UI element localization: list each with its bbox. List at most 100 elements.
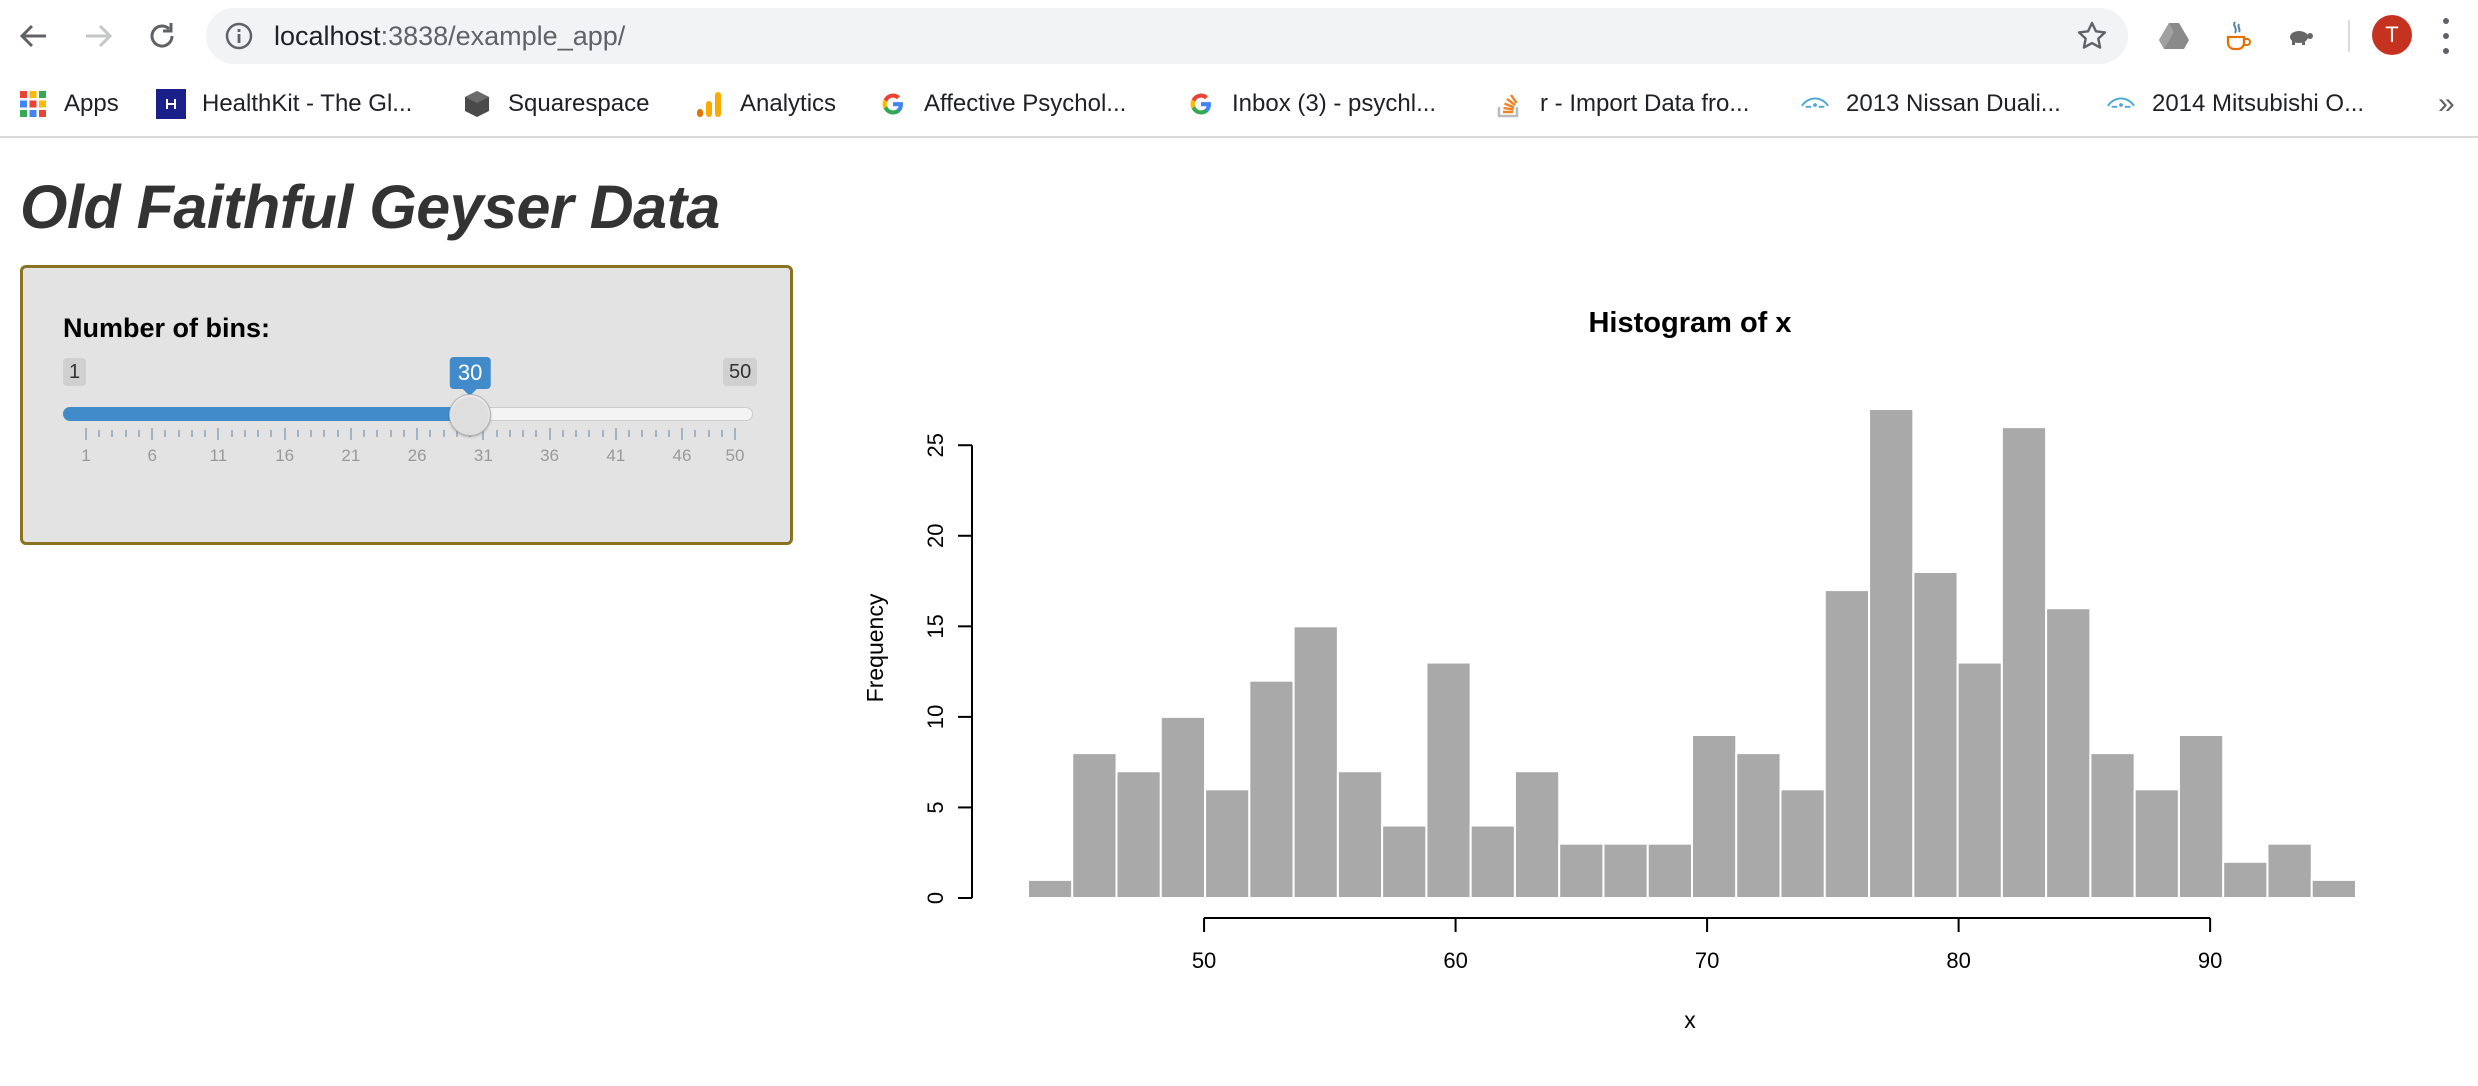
- histogram-bar: [1469, 824, 1516, 899]
- slider-tick: [720, 430, 723, 437]
- bookmark-healthkit[interactable]: HealthKit - The Gl...: [156, 72, 412, 136]
- analytics-icon: [694, 89, 724, 119]
- histogram-bar: [2177, 734, 2225, 899]
- bookmark-r-import-data[interactable]: r - Import Data fro...: [1494, 72, 1749, 136]
- turtle-extension[interactable]: [2282, 18, 2318, 54]
- x-tick-label: 80: [1946, 948, 1970, 973]
- histogram-bar: [2045, 607, 2092, 899]
- slider-tick-label: 26: [407, 446, 427, 465]
- y-tick-label: 0: [923, 892, 948, 904]
- x-tick-label: 50: [1192, 948, 1216, 973]
- bookmark-inbox[interactable]: Inbox (3) - psychl...: [1186, 72, 1436, 136]
- histogram-bar: [2310, 878, 2357, 900]
- java-cup-icon: [2226, 21, 2251, 51]
- slider-tick: [522, 430, 525, 437]
- slider-tick: [588, 430, 591, 437]
- bookmark-star-icon[interactable]: [2076, 20, 2108, 52]
- bookmark-2014-mitsubishi[interactable]: 2014 Mitsubishi O...: [2106, 72, 2364, 136]
- back-arrow-icon: [19, 24, 46, 48]
- slider-tick: [535, 430, 538, 437]
- slider-tick: [296, 430, 299, 437]
- y-tick-label: 20: [923, 524, 948, 548]
- forward-button[interactable]: [76, 14, 120, 58]
- bookmark-label: Apps: [64, 90, 119, 117]
- page-title: Old Faithful Geyser Data: [20, 173, 720, 241]
- histogram-bar: [1646, 842, 1694, 900]
- y-tick-label: 5: [923, 801, 948, 813]
- url-host: localhost: [274, 21, 381, 51]
- google-icon: [1186, 89, 1216, 119]
- histogram-bar: [1823, 589, 1871, 899]
- bookmark-apps[interactable]: Apps: [18, 72, 119, 136]
- bookmark-squarespace[interactable]: Squarespace: [462, 72, 649, 136]
- histogram-bar: [1779, 788, 1826, 900]
- bookmarks-overflow-button[interactable]: »: [2438, 87, 2455, 120]
- x-tick-label: 90: [2198, 948, 2222, 973]
- bookmark-affective-psychology[interactable]: Affective Psychol...: [878, 72, 1126, 136]
- slider-tick: [455, 430, 458, 437]
- slider-tick: [681, 428, 684, 440]
- slider-tick: [376, 430, 379, 437]
- google-icon: [878, 89, 908, 119]
- slider-tick-label: 1: [81, 446, 91, 465]
- slider-tick: [257, 430, 260, 437]
- site-info-icon[interactable]: [224, 21, 254, 51]
- slider-tick: [363, 430, 366, 437]
- slider-tick: [164, 430, 167, 437]
- slider-tick: [548, 428, 551, 440]
- address-bar[interactable]: localhost:3838/example_app/: [206, 8, 2128, 64]
- histogram-bar: [1425, 661, 1472, 899]
- histogram-bar: [2133, 788, 2180, 900]
- browser-toolbar: localhost:3838/example_app/ T: [0, 0, 2478, 72]
- chart-title: Histogram of x: [1588, 307, 1791, 339]
- x-tick-label: 60: [1443, 948, 1467, 973]
- histogram-bar: [1602, 842, 1649, 900]
- bookmark-label: Analytics: [740, 90, 837, 117]
- slider-tick-label: 31: [473, 446, 493, 465]
- slider-tick: [204, 430, 207, 437]
- slider-tick: [495, 430, 498, 437]
- bookmark-label: 2013 Nissan Duali...: [1846, 90, 2061, 117]
- histogram-bar: [2089, 752, 2136, 899]
- slider-tick: [217, 428, 220, 440]
- bookmark-analytics[interactable]: Analytics: [694, 72, 836, 136]
- slider-tick: [151, 428, 154, 440]
- drive-icon: [2159, 23, 2189, 49]
- slider-tick-label: 11: [209, 446, 228, 465]
- reload-button[interactable]: [140, 14, 184, 58]
- bookmarks-bar: Apps HealthKit - The Gl... Squarespace A…: [0, 72, 2478, 138]
- slider-tick-label: 16: [275, 446, 295, 465]
- histogram-bar: [2000, 426, 2048, 899]
- slider-tick: [230, 430, 233, 437]
- histogram-bar: [1956, 661, 2003, 899]
- bookmark-label: Squarespace: [508, 90, 650, 117]
- java-extension[interactable]: [2219, 18, 2255, 54]
- x-tick-label: 70: [1695, 948, 1719, 973]
- histogram-bar: [2266, 842, 2313, 900]
- browser-menu-icon[interactable]: [2440, 18, 2452, 54]
- histogram-bar: [1204, 788, 1251, 900]
- histogram-bar: [1115, 770, 1162, 900]
- slider-tick: [243, 430, 246, 437]
- slider-tick-label: 36: [540, 446, 560, 465]
- slider-min-label: 1: [63, 358, 87, 386]
- slider-tick: [310, 430, 313, 437]
- sidebar-panel: Number of bins: 1 50 30 1 6 11 16 21 26 31 36 41…: [20, 265, 793, 545]
- profile-avatar[interactable]: T: [2372, 15, 2412, 55]
- slider-value-label: 30: [449, 357, 491, 396]
- slider-handle[interactable]: [449, 394, 492, 436]
- slider-tick: [416, 428, 419, 440]
- histogram-bar: [1868, 408, 1915, 899]
- slider-tick: [508, 430, 511, 437]
- bookmark-2013-nissan[interactable]: 2013 Nissan Duali...: [1800, 72, 2061, 136]
- back-button[interactable]: [12, 14, 56, 58]
- bookmark-label: r - Import Data fro...: [1540, 90, 1750, 117]
- slider-tick: [667, 430, 670, 437]
- bins-slider-label: Number of bins:: [63, 313, 270, 343]
- slider-tick-label: 50: [725, 446, 745, 465]
- histogram-bar: [1336, 770, 1384, 900]
- y-tick-label: 15: [923, 614, 948, 638]
- slider-tick: [137, 430, 140, 437]
- google-drive-extension[interactable]: [2156, 18, 2192, 54]
- histogram-bar: [1691, 734, 1738, 899]
